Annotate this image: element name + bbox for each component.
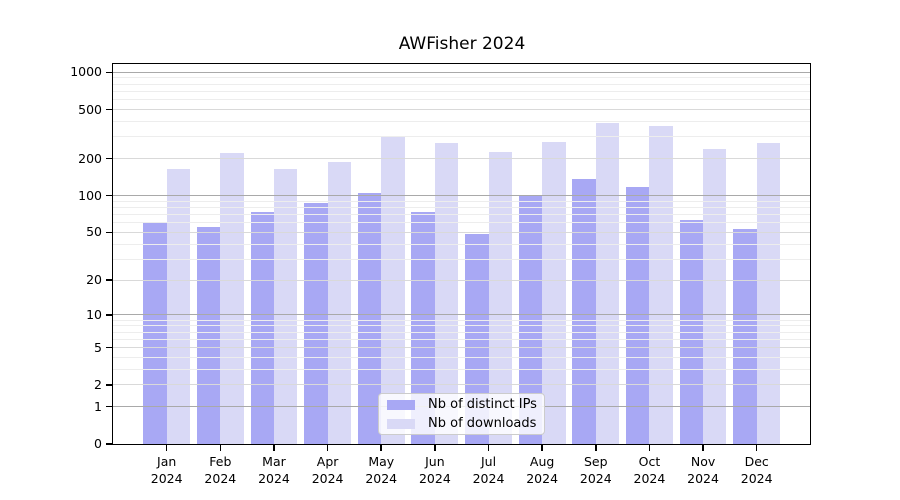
y-tick-label-10: 10 bbox=[86, 306, 102, 322]
x-tick-label-jul: Jul 2024 bbox=[472, 454, 505, 486]
y-tick-mark-1 bbox=[106, 405, 112, 408]
y-tick-mark-10 bbox=[106, 314, 112, 316]
y-tick-label-1000: 1000 bbox=[70, 64, 102, 80]
y-tick-label-100: 100 bbox=[78, 187, 102, 203]
gridline-y-900 bbox=[113, 77, 811, 79]
bar-distinct-ips-jun bbox=[411, 211, 435, 444]
x-tick-label-apr: Apr 2024 bbox=[311, 454, 344, 486]
y-tick-mark-500 bbox=[106, 108, 112, 111]
bar-downloads-dec bbox=[756, 142, 781, 444]
bar-distinct-ips-dec bbox=[733, 229, 757, 444]
bar-downloads-feb bbox=[220, 153, 244, 444]
y-tick-label-0: 0 bbox=[94, 436, 102, 451]
y-tick-label-5: 5 bbox=[94, 339, 102, 355]
x-tick-label-may: May 2024 bbox=[365, 454, 398, 486]
bar-downloads-jul bbox=[488, 151, 512, 444]
bar-downloads-aug bbox=[542, 142, 566, 444]
bar-distinct-ips-nov bbox=[679, 220, 704, 444]
chart-title: AWFisher 2024 bbox=[398, 34, 526, 54]
y-tick-mark-0 bbox=[106, 443, 112, 445]
x-tick-label-jun: Jun 2024 bbox=[418, 454, 451, 486]
x-tick-label-jan: Jan 2024 bbox=[150, 454, 183, 486]
legend-item-distinct-ips: Nb of distinct IPs bbox=[385, 397, 538, 412]
legend-swatch-downloads bbox=[387, 418, 415, 429]
x-tick-mark-mar bbox=[273, 445, 275, 451]
x-tick-mark-dec bbox=[755, 445, 758, 451]
y-tick-label-500: 500 bbox=[78, 101, 102, 117]
x-tick-mark-jul bbox=[487, 445, 490, 451]
bar-downloads-mar bbox=[273, 168, 298, 444]
gridline-y-1000 bbox=[113, 71, 811, 73]
x-tick-label-nov: Nov 2024 bbox=[687, 454, 719, 486]
x-tick-label-mar: Mar 2024 bbox=[258, 454, 290, 486]
bar-downloads-oct bbox=[649, 126, 673, 444]
bar-downloads-jan bbox=[166, 168, 191, 444]
x-tick-mark-jan bbox=[165, 445, 168, 451]
y-tick-label-200: 200 bbox=[78, 150, 102, 166]
bar-distinct-ips-jul bbox=[465, 233, 489, 444]
bar-distinct-ips-mar bbox=[250, 211, 274, 444]
x-tick-mark-apr bbox=[326, 445, 329, 451]
legend-swatch-distinct-ips bbox=[387, 399, 415, 410]
legend: Nb of distinct IPs Nb of downloads bbox=[378, 393, 545, 435]
x-tick-mark-jun bbox=[434, 445, 436, 451]
bar-distinct-ips-oct bbox=[626, 187, 650, 444]
y-tick-mark-200 bbox=[106, 157, 112, 160]
y-tick-mark-2 bbox=[106, 384, 112, 386]
y-tick-mark-5 bbox=[106, 346, 112, 349]
gridline-y-600 bbox=[113, 99, 811, 101]
gridline-y-400 bbox=[113, 121, 811, 123]
gridline-y-700 bbox=[113, 90, 811, 92]
bar-downloads-apr bbox=[327, 162, 351, 444]
bar-distinct-ips-sep bbox=[572, 178, 596, 444]
x-tick-label-dec: Dec 2024 bbox=[740, 454, 773, 486]
gridline-y-500 bbox=[113, 109, 811, 111]
y-tick-label-2: 2 bbox=[94, 376, 102, 392]
x-tick-label-oct: Oct 2024 bbox=[633, 454, 666, 486]
x-tick-mark-feb bbox=[219, 445, 222, 451]
x-tick-label-feb: Feb 2024 bbox=[204, 454, 237, 486]
gridline-y-300 bbox=[113, 136, 811, 138]
x-tick-mark-sep bbox=[595, 445, 597, 451]
y-tick-label-50: 50 bbox=[86, 224, 102, 240]
bar-downloads-nov bbox=[703, 149, 727, 444]
x-tick-label-aug: Aug 2024 bbox=[526, 454, 559, 486]
y-tick-mark-1000 bbox=[106, 71, 112, 74]
bar-downloads-sep bbox=[595, 122, 620, 444]
y-tick-mark-20 bbox=[106, 279, 112, 281]
x-tick-label-sep: Sep 2024 bbox=[579, 454, 612, 486]
bar-distinct-ips-apr bbox=[304, 202, 328, 444]
bar-distinct-ips-jan bbox=[143, 222, 167, 444]
bar-downloads-may bbox=[381, 135, 405, 444]
bar-distinct-ips-may bbox=[357, 192, 382, 444]
legend-item-downloads: Nb of downloads bbox=[385, 416, 538, 431]
y-tick-label-20: 20 bbox=[86, 272, 102, 288]
x-tick-mark-may bbox=[380, 445, 382, 451]
y-tick-mark-50 bbox=[106, 231, 112, 234]
y-tick-mark-100 bbox=[106, 194, 112, 197]
gridline-y-800 bbox=[113, 83, 811, 85]
legend-label-distinct-ips: Nb of distinct IPs bbox=[428, 397, 537, 412]
bar-distinct-ips-feb bbox=[196, 227, 221, 444]
bar-downloads-jun bbox=[434, 143, 459, 444]
x-tick-mark-nov bbox=[702, 445, 704, 451]
legend-label-downloads: Nb of downloads bbox=[428, 416, 537, 431]
x-tick-mark-oct bbox=[648, 445, 651, 451]
x-tick-mark-aug bbox=[541, 445, 543, 451]
y-tick-label-1: 1 bbox=[94, 398, 102, 414]
